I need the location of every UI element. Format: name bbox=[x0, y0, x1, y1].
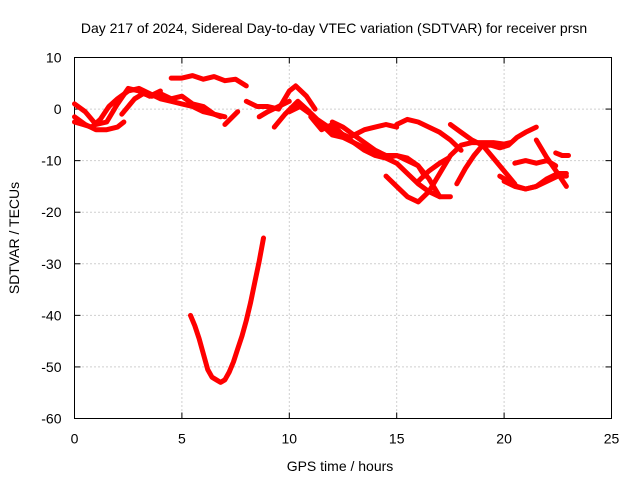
series-layer bbox=[72, 73, 571, 385]
series-trace-15 bbox=[415, 155, 451, 184]
y-tick-label: -60 bbox=[41, 411, 61, 427]
y-tick-label: 10 bbox=[46, 50, 62, 66]
grid bbox=[74, 57, 612, 419]
series-trace-3 bbox=[72, 114, 127, 133]
series-trace-23 bbox=[188, 235, 266, 385]
y-tick-label: -50 bbox=[41, 359, 61, 375]
series-trace-22 bbox=[553, 150, 571, 158]
x-tick-label: 10 bbox=[282, 431, 298, 447]
axis-ticks bbox=[74, 57, 612, 419]
series-trace-12 bbox=[329, 119, 443, 200]
y-tick-label: -40 bbox=[41, 307, 61, 323]
series-trace-4 bbox=[119, 91, 228, 120]
y-tick-label: -30 bbox=[41, 256, 61, 272]
x-tick-label: 25 bbox=[604, 431, 620, 447]
y-tick-label: -10 bbox=[41, 153, 61, 169]
plot-frame bbox=[74, 57, 612, 419]
series-trace-8 bbox=[256, 98, 292, 120]
series-trace-7 bbox=[243, 83, 318, 112]
x-tick-label: 5 bbox=[178, 431, 186, 447]
y-tick-label: -20 bbox=[41, 204, 61, 220]
series-trace-21 bbox=[533, 137, 569, 189]
x-tick-label: 20 bbox=[496, 431, 512, 447]
series-trace-9 bbox=[271, 98, 400, 140]
x-tick-label: 0 bbox=[71, 431, 79, 447]
chart-title: Day 217 of 2024, Sidereal Day-to-day VTE… bbox=[81, 20, 587, 36]
series-trace-5 bbox=[168, 73, 249, 89]
series-trace-13 bbox=[383, 140, 513, 205]
series-trace-6 bbox=[222, 109, 241, 127]
x-axis-label: GPS time / hours bbox=[287, 458, 394, 474]
series-trace-14 bbox=[394, 116, 464, 153]
series-trace-17 bbox=[454, 124, 539, 187]
y-axis-label: SDTVAR / TECUs bbox=[6, 182, 22, 294]
x-tick-labels: 0 5 10 15 20 25 bbox=[71, 431, 620, 447]
y-tick-label: 0 bbox=[54, 101, 62, 117]
x-tick-label: 15 bbox=[389, 431, 405, 447]
y-tick-labels: 10 0 -10 -20 -30 -40 -50 -60 bbox=[41, 50, 61, 427]
